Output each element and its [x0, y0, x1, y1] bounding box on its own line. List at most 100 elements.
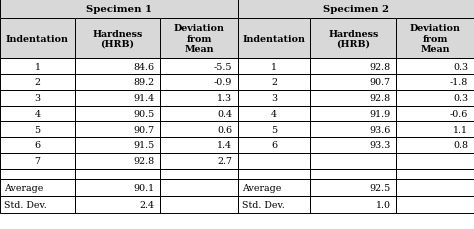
Bar	[75, 179, 160, 196]
Bar	[0, 59, 75, 75]
Bar	[0, 90, 75, 106]
Bar	[75, 153, 160, 169]
Text: 84.6: 84.6	[133, 63, 155, 71]
Text: 4: 4	[35, 109, 40, 118]
Bar	[160, 122, 238, 137]
Bar	[310, 179, 396, 196]
Bar	[310, 196, 396, 213]
Text: 7: 7	[35, 157, 40, 166]
Text: Deviation
from
Mean: Deviation from Mean	[410, 24, 461, 54]
Bar	[310, 59, 396, 75]
Bar	[0, 106, 75, 122]
Text: 0.3: 0.3	[453, 63, 468, 71]
Text: 92.8: 92.8	[369, 94, 391, 103]
Text: 92.8: 92.8	[133, 157, 155, 166]
Text: Hardness
(HRB): Hardness (HRB)	[92, 29, 143, 49]
Text: 1: 1	[271, 63, 277, 71]
Text: 2.7: 2.7	[217, 157, 232, 166]
Text: 1.3: 1.3	[217, 94, 232, 103]
Bar	[310, 19, 396, 59]
Bar	[396, 19, 474, 59]
Bar	[0, 0, 238, 19]
Text: Deviation
from
Mean: Deviation from Mean	[173, 24, 225, 54]
Bar	[160, 196, 238, 213]
Bar	[0, 169, 75, 179]
Text: 0.6: 0.6	[217, 125, 232, 134]
Text: 90.1: 90.1	[133, 183, 155, 192]
Text: Specimen 1: Specimen 1	[86, 5, 152, 14]
Text: 4: 4	[271, 109, 277, 118]
Text: 2: 2	[271, 78, 277, 87]
Text: 3: 3	[271, 94, 277, 103]
Bar	[160, 59, 238, 75]
Text: Average: Average	[4, 183, 43, 192]
Bar	[238, 169, 310, 179]
Text: 5: 5	[35, 125, 40, 134]
Bar	[75, 106, 160, 122]
Text: Indentation: Indentation	[243, 35, 306, 44]
Text: -0.9: -0.9	[214, 78, 232, 87]
Text: Average: Average	[242, 183, 281, 192]
Bar	[238, 179, 310, 196]
Bar	[310, 90, 396, 106]
Bar	[238, 122, 310, 137]
Text: 1.4: 1.4	[217, 141, 232, 150]
Bar	[0, 122, 75, 137]
Bar	[396, 179, 474, 196]
Bar	[75, 196, 160, 213]
Bar	[238, 0, 474, 19]
Text: -1.8: -1.8	[450, 78, 468, 87]
Bar	[238, 90, 310, 106]
Text: -0.6: -0.6	[450, 109, 468, 118]
Text: 2.4: 2.4	[139, 200, 155, 209]
Text: 89.2: 89.2	[133, 78, 155, 87]
Text: 1: 1	[35, 63, 40, 71]
Bar	[238, 75, 310, 90]
Bar	[0, 0, 238, 19]
Text: 5: 5	[271, 125, 277, 134]
Bar	[396, 153, 474, 169]
Text: 91.5: 91.5	[133, 141, 155, 150]
Bar	[160, 169, 238, 179]
Bar	[310, 169, 396, 179]
Bar	[160, 179, 238, 196]
Text: Specimen 2: Specimen 2	[323, 5, 389, 14]
Text: Hardness
(HRB): Hardness (HRB)	[328, 29, 379, 49]
Text: 1.1: 1.1	[453, 125, 468, 134]
Text: -5.5: -5.5	[214, 63, 232, 71]
Bar	[0, 137, 75, 153]
Bar	[238, 137, 310, 153]
Text: Std. Dev.: Std. Dev.	[242, 200, 284, 209]
Text: Std. Dev.: Std. Dev.	[4, 200, 46, 209]
Bar	[75, 19, 160, 59]
Text: 90.7: 90.7	[133, 125, 155, 134]
Bar	[396, 75, 474, 90]
Text: 91.4: 91.4	[133, 94, 155, 103]
Bar	[160, 153, 238, 169]
Text: 93.3: 93.3	[369, 141, 391, 150]
Bar	[75, 75, 160, 90]
Bar	[310, 153, 396, 169]
Bar	[160, 90, 238, 106]
Text: 0.4: 0.4	[217, 109, 232, 118]
Bar	[0, 75, 75, 90]
Text: Indentation: Indentation	[6, 35, 69, 44]
Text: 91.9: 91.9	[369, 109, 391, 118]
Bar	[396, 90, 474, 106]
Text: 90.7: 90.7	[369, 78, 391, 87]
Bar	[238, 106, 310, 122]
Bar	[75, 169, 160, 179]
Bar	[396, 169, 474, 179]
Bar	[396, 19, 474, 59]
Bar	[160, 106, 238, 122]
Bar	[75, 59, 160, 75]
Bar	[0, 19, 75, 59]
Text: 92.8: 92.8	[369, 63, 391, 71]
Bar	[238, 19, 310, 59]
Bar	[396, 137, 474, 153]
Text: 6: 6	[35, 141, 40, 150]
Bar	[238, 196, 310, 213]
Bar	[310, 106, 396, 122]
Bar	[310, 75, 396, 90]
Text: 92.5: 92.5	[369, 183, 391, 192]
